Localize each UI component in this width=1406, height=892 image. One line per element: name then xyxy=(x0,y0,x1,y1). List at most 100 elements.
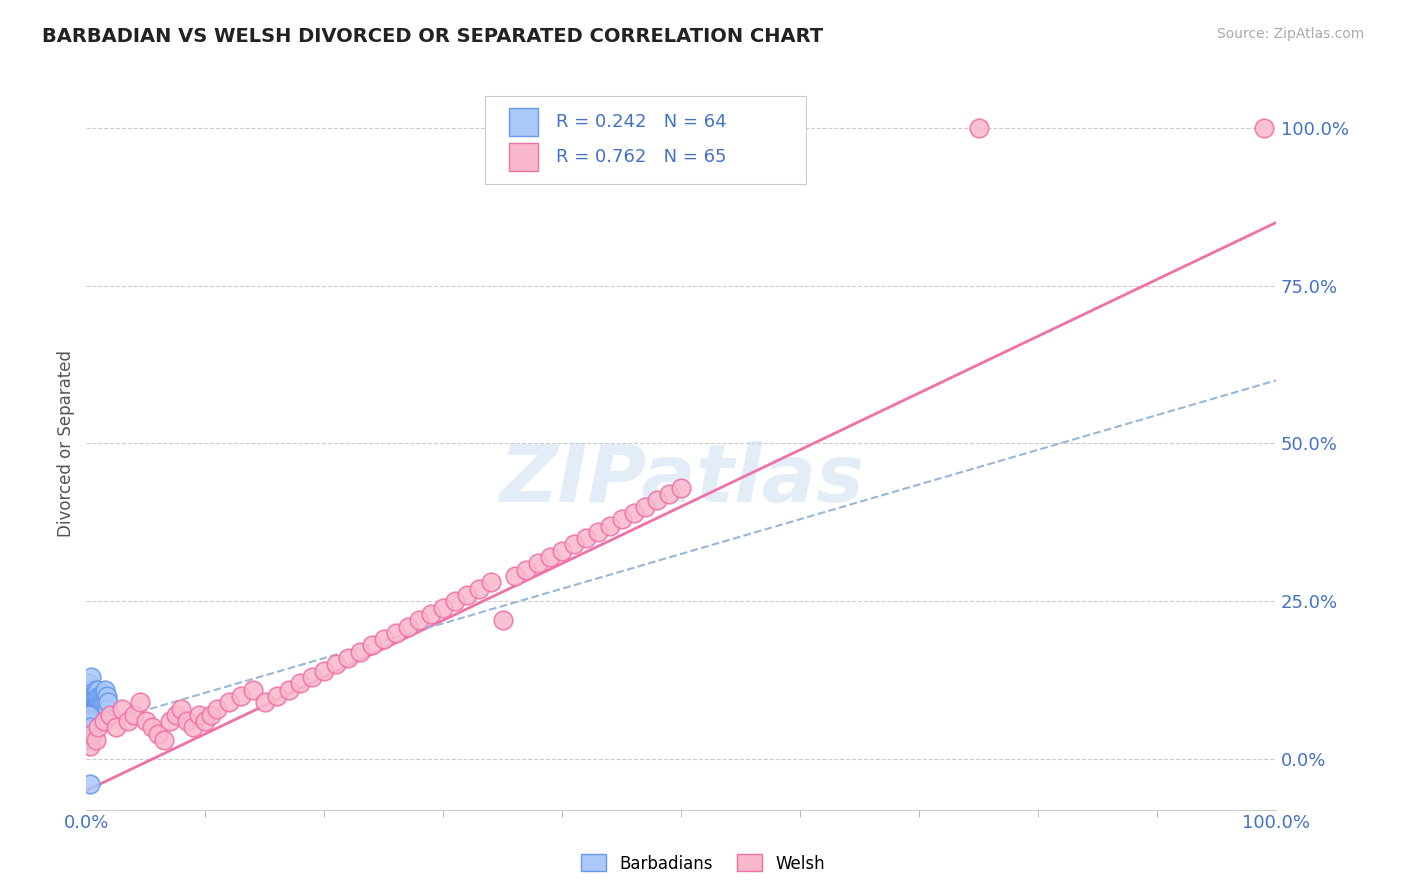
Point xyxy=(89,689,111,703)
Point xyxy=(96,689,118,703)
Point xyxy=(80,670,103,684)
Point xyxy=(194,714,217,729)
Point xyxy=(456,588,478,602)
Point xyxy=(492,613,515,627)
Point xyxy=(183,721,205,735)
Point xyxy=(128,695,150,709)
Point xyxy=(94,682,117,697)
Point xyxy=(93,689,115,703)
Point xyxy=(669,481,692,495)
Point xyxy=(79,682,101,697)
Point xyxy=(76,701,98,715)
Point xyxy=(76,714,98,729)
Point xyxy=(337,651,360,665)
Point xyxy=(86,707,108,722)
Point xyxy=(93,714,115,729)
Point xyxy=(80,701,103,715)
Point xyxy=(384,625,406,640)
Point xyxy=(79,721,101,735)
Point xyxy=(200,707,222,722)
Point xyxy=(79,707,101,722)
Point xyxy=(84,733,107,747)
Text: Source: ZipAtlas.com: Source: ZipAtlas.com xyxy=(1216,27,1364,41)
Text: ZIPatlas: ZIPatlas xyxy=(499,442,863,519)
Point xyxy=(83,707,105,722)
FancyBboxPatch shape xyxy=(485,95,806,184)
Point xyxy=(176,714,198,729)
Point xyxy=(170,701,193,715)
FancyBboxPatch shape xyxy=(509,144,538,171)
Point xyxy=(325,657,347,672)
Point xyxy=(188,707,211,722)
Point xyxy=(87,701,110,715)
Point xyxy=(967,120,990,135)
Point xyxy=(94,695,117,709)
Point xyxy=(111,701,134,715)
Point xyxy=(86,689,108,703)
Point xyxy=(89,701,111,715)
Point xyxy=(205,701,228,715)
Point xyxy=(97,695,120,709)
Point xyxy=(82,689,104,703)
Point xyxy=(122,707,145,722)
Point xyxy=(82,701,104,715)
Point xyxy=(135,714,157,729)
Point xyxy=(77,727,100,741)
Point xyxy=(84,695,107,709)
Point xyxy=(80,714,103,729)
Point xyxy=(96,701,118,715)
Point xyxy=(93,695,115,709)
Point xyxy=(77,714,100,729)
Point xyxy=(165,707,187,722)
Point xyxy=(87,682,110,697)
Point xyxy=(83,689,105,703)
Point xyxy=(76,714,98,729)
Point xyxy=(84,682,107,697)
Point xyxy=(468,582,491,596)
Point xyxy=(538,550,561,565)
Point xyxy=(527,557,550,571)
Point xyxy=(87,695,110,709)
Point xyxy=(349,645,371,659)
Point xyxy=(80,701,103,715)
Point xyxy=(98,707,121,722)
Point xyxy=(105,721,128,735)
Point xyxy=(79,714,101,729)
Point xyxy=(610,512,633,526)
Point xyxy=(159,714,181,729)
Point xyxy=(146,727,169,741)
Point xyxy=(86,701,108,715)
Point xyxy=(408,613,430,627)
Point xyxy=(87,721,110,735)
Point xyxy=(77,721,100,735)
Point xyxy=(266,689,288,703)
Point xyxy=(229,689,252,703)
Point xyxy=(253,695,276,709)
Point xyxy=(91,695,114,709)
Point xyxy=(84,701,107,715)
Point xyxy=(83,701,105,715)
Point xyxy=(360,639,382,653)
Point xyxy=(444,594,467,608)
Point xyxy=(77,701,100,715)
Point xyxy=(290,676,312,690)
FancyBboxPatch shape xyxy=(509,108,538,136)
Point xyxy=(515,563,537,577)
Point xyxy=(373,632,395,647)
Point xyxy=(503,569,526,583)
Point xyxy=(77,689,100,703)
Point xyxy=(93,701,115,715)
Point xyxy=(76,721,98,735)
Point xyxy=(76,721,98,735)
Point xyxy=(1253,120,1275,135)
Text: R = 0.762   N = 65: R = 0.762 N = 65 xyxy=(557,148,727,166)
Point xyxy=(599,518,621,533)
Point xyxy=(586,524,609,539)
Point xyxy=(83,701,105,715)
Point xyxy=(152,733,174,747)
Point xyxy=(623,506,645,520)
Point xyxy=(218,695,240,709)
Point xyxy=(551,543,574,558)
Point xyxy=(86,695,108,709)
Point xyxy=(86,695,108,709)
